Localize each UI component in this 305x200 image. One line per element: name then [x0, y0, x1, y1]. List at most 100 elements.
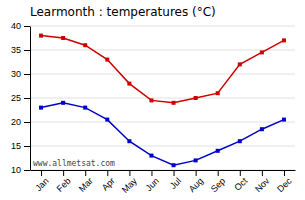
y-tick-mark	[24, 26, 30, 27]
x-tick-label: Aug	[187, 176, 205, 194]
title: Learmonth : temperatures (°C)	[30, 5, 216, 19]
grid-line	[30, 98, 295, 99]
x-tick-mark	[85, 170, 86, 176]
series-marker	[39, 106, 43, 110]
series-marker	[83, 43, 87, 47]
series-marker	[149, 98, 153, 102]
series-marker	[260, 50, 264, 54]
plot-area: 10 15 20 25 30 35 40 Jan FebMar AprMay Jun Jul AugSe…	[11, 21, 296, 195]
series-marker	[149, 154, 153, 158]
x-tick-mark	[196, 170, 197, 176]
x-tick: Apr	[100, 170, 117, 193]
x-tick-label: Sep	[209, 176, 227, 194]
series-marker	[216, 91, 220, 95]
series-marker	[127, 139, 131, 143]
x-tick: Aug	[187, 170, 205, 194]
grid-line	[30, 170, 295, 171]
x-tick: Dec	[275, 170, 294, 194]
y-tick: 35	[11, 45, 30, 55]
y-tick-label: 40	[11, 21, 21, 31]
x-tick-mark	[240, 170, 241, 176]
x-tick-label: Jun	[144, 176, 161, 193]
y-tick-mark	[24, 74, 30, 75]
x-tick-mark	[41, 170, 42, 176]
x-tick-mark	[129, 170, 130, 176]
x-tick-label: Feb	[55, 176, 73, 194]
x-tick-mark	[218, 170, 219, 176]
series-marker	[238, 62, 242, 66]
x-tick: May	[120, 170, 139, 195]
y-tick-mark	[24, 170, 30, 171]
series-marker	[194, 96, 198, 100]
y-axis-line	[30, 27, 31, 171]
x-tick: Jun	[144, 170, 161, 193]
y-tick-mark	[24, 50, 30, 51]
series-marker	[39, 34, 43, 38]
series-marker	[83, 106, 87, 110]
x-tick: Jan	[33, 170, 50, 193]
x-tick-label: Jul	[168, 176, 183, 191]
y-tick-label: 30	[11, 69, 21, 79]
y-tick-label: 15	[11, 141, 21, 151]
x-tick-label: Nov	[253, 175, 272, 194]
x-tick: Sep	[209, 170, 227, 194]
x-tick-mark	[107, 170, 108, 176]
y-tick: 10	[11, 165, 30, 175]
grid-line	[30, 26, 295, 27]
x-axis: Jan FebMar AprMay Jun Jul AugSep OctNovDec	[31, 170, 296, 195]
series-marker	[238, 139, 242, 143]
x-tick-label: Oct	[232, 175, 249, 192]
x-tick-label: Dec	[275, 175, 294, 194]
x-tick-mark	[63, 170, 64, 176]
y-tick: 40	[11, 21, 30, 31]
y-tick: 20	[11, 117, 30, 127]
x-tick: Mar	[77, 170, 95, 194]
x-tick: Nov	[253, 170, 272, 194]
chart: 10 15 20 25 30 35 40 Jan FebMar AprMay Jun Jul AugSe…	[0, 0, 305, 200]
y-axis: 10 15 20 25 30 35 40	[11, 21, 31, 175]
grid	[30, 26, 295, 170]
x-tick-mark	[262, 170, 263, 176]
y-tick-label: 20	[11, 117, 21, 127]
x-tick: Oct	[232, 170, 249, 193]
y-tick: 30	[11, 69, 30, 79]
x-tick-label: May	[120, 175, 139, 194]
series-marker	[105, 58, 109, 62]
y-tick-mark	[24, 98, 30, 99]
y-tick-label: 10	[11, 165, 21, 175]
y-tick: 25	[11, 93, 30, 103]
x-tick-mark	[151, 170, 152, 176]
y-tick-mark	[24, 122, 30, 123]
series-group	[39, 34, 286, 168]
x-tick-label: Mar	[77, 176, 95, 194]
series-marker	[127, 82, 131, 86]
series-marker	[194, 158, 198, 162]
y-tick-label: 25	[11, 93, 21, 103]
x-tick-mark	[174, 170, 175, 176]
grid-line	[30, 50, 295, 51]
series-marker	[172, 163, 176, 167]
series-marker	[282, 38, 286, 42]
x-tick: Jul	[168, 170, 183, 191]
series-marker	[61, 101, 65, 105]
x-axis-line	[31, 170, 296, 171]
series-line	[41, 36, 284, 103]
x-tick-label: Apr	[100, 176, 117, 193]
series-marker	[105, 118, 109, 122]
grid-line	[30, 74, 295, 75]
y-tick-label: 35	[11, 45, 21, 55]
series-marker	[216, 149, 220, 153]
x-tick: Feb	[55, 170, 73, 194]
y-tick-mark	[24, 146, 30, 147]
x-tick-label: Jan	[33, 176, 50, 193]
series-marker	[172, 101, 176, 105]
annotation: www.allmetsat.com	[33, 159, 115, 168]
grid-line	[30, 122, 295, 123]
series-marker	[61, 36, 65, 40]
x-tick-mark	[284, 170, 285, 176]
series-line	[41, 103, 284, 165]
y-tick: 15	[11, 141, 30, 151]
grid-line	[30, 146, 295, 147]
series-marker	[282, 118, 286, 122]
series-marker	[260, 127, 264, 131]
